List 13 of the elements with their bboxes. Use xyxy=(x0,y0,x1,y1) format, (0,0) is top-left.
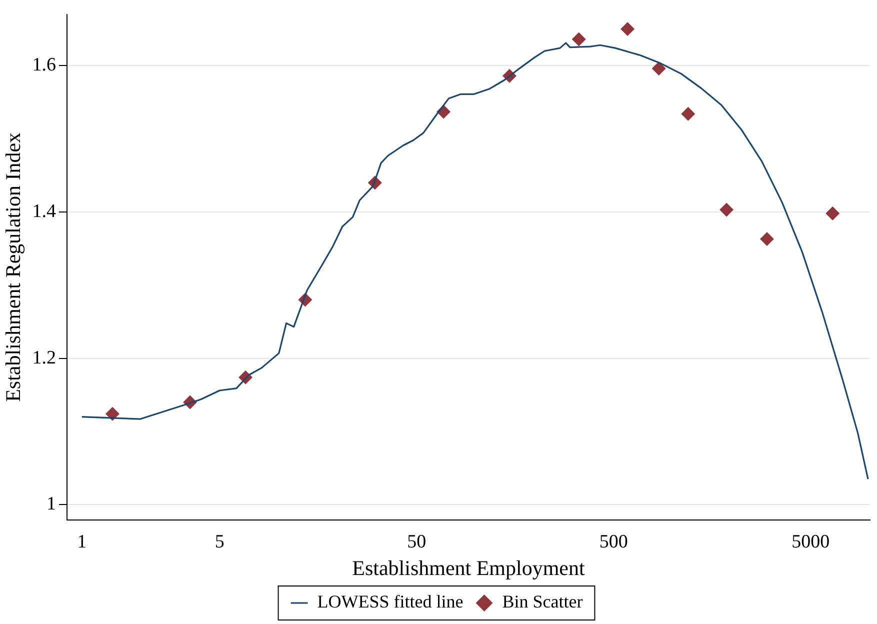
x-tick-label: 500 xyxy=(599,531,628,552)
y-axis-title: Establishment Regulation Index xyxy=(1,132,26,402)
x-tick-label: 5 xyxy=(214,531,224,552)
y-tick-label: 1.4 xyxy=(32,200,56,222)
legend-label: LOWESS fitted line xyxy=(317,592,464,612)
y-tick-label: 1 xyxy=(46,494,56,515)
y-tick-label: 1.6 xyxy=(32,54,56,76)
y-tick-label: 1.2 xyxy=(32,347,56,368)
x-tick-label: 1 xyxy=(77,531,87,552)
x-axis-title: Establishment Employment xyxy=(352,556,585,580)
legend-label: Bin Scatter xyxy=(502,592,583,612)
x-tick-label: 5000 xyxy=(792,531,830,552)
x-tick-label: 50 xyxy=(407,531,426,552)
